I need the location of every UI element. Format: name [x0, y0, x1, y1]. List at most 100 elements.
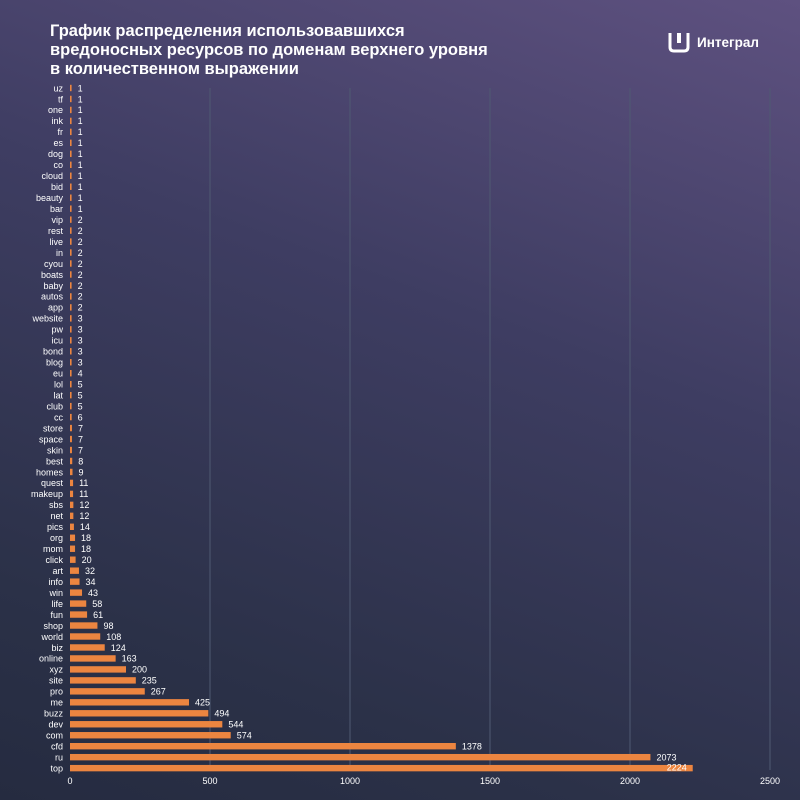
category-label: store: [43, 423, 63, 433]
bar: [70, 611, 88, 618]
bar: [70, 435, 72, 443]
category-label: uz: [53, 83, 63, 93]
data-label: 2224: [667, 763, 687, 773]
category-label: homes: [36, 467, 64, 477]
data-label: 200: [132, 665, 147, 675]
data-label: 5: [78, 390, 83, 400]
data-label: 2073: [656, 752, 676, 762]
bar: [70, 348, 72, 355]
data-label: 1: [78, 94, 83, 104]
x-tick-label: 500: [202, 776, 217, 786]
category-label: app: [48, 303, 63, 313]
bar: [70, 764, 693, 772]
data-label: 2: [78, 215, 83, 225]
data-label: 1: [78, 171, 83, 181]
chart-title-line-1: График распределения использовавшихся: [50, 22, 405, 40]
data-label: 1: [78, 138, 83, 148]
bar: [70, 468, 73, 476]
category-label: top: [50, 763, 63, 773]
bar: [70, 666, 126, 673]
data-label: 1: [78, 83, 83, 93]
data-label: 34: [86, 577, 96, 587]
data-label: 2: [78, 248, 83, 258]
data-label: 14: [80, 522, 90, 532]
bar: [70, 677, 136, 684]
bar: [70, 315, 72, 322]
category-label: com: [46, 731, 63, 741]
category-label: autos: [41, 292, 64, 302]
category-label: quest: [41, 478, 64, 488]
bar: [70, 249, 72, 256]
labels: 0 500 1000 1500 2000 2500 uz 1 tf 1 one 1 ink 1 fr 1 es 1…: [31, 83, 780, 786]
bar: [70, 633, 101, 640]
category-label: club: [46, 401, 63, 411]
data-label: 2: [78, 259, 83, 269]
category-label: cloud: [41, 171, 63, 181]
category-label: blog: [46, 358, 63, 368]
brand-name: Интеграл: [697, 34, 759, 50]
category-label: best: [46, 456, 64, 466]
data-label: 2: [78, 226, 83, 236]
category-label: co: [53, 160, 63, 170]
data-label: 3: [78, 358, 83, 368]
category-label: buzz: [44, 709, 64, 719]
bar: [70, 304, 72, 311]
category-label: mom: [43, 544, 63, 554]
bar: [70, 534, 76, 541]
bar: [70, 370, 72, 377]
category-label: dev: [48, 720, 63, 730]
bar: [70, 183, 72, 190]
bar: [70, 655, 116, 662]
data-label: 2: [78, 292, 83, 302]
data-label: 235: [142, 676, 157, 686]
category-label: bond: [43, 347, 63, 357]
bar: [70, 172, 72, 179]
data-label: 1378: [462, 742, 482, 752]
bar: [70, 743, 456, 750]
data-label: 494: [214, 709, 229, 719]
category-label: tf: [58, 94, 64, 104]
category-label: sbs: [49, 500, 64, 510]
bar: [70, 578, 80, 585]
data-label: 58: [92, 599, 102, 609]
data-label: 7: [78, 445, 83, 455]
data-label: 1: [78, 116, 83, 126]
category-label: net: [50, 511, 63, 521]
data-label: 108: [106, 632, 121, 642]
bar: [70, 644, 105, 651]
bar: [70, 271, 72, 278]
data-label: 1: [78, 105, 83, 115]
bar: [70, 721, 223, 728]
bar: [70, 545, 76, 552]
data-label: 267: [151, 687, 166, 697]
data-label: 3: [78, 347, 83, 357]
category-label: lol: [54, 379, 63, 389]
category-label: makeup: [31, 489, 63, 499]
bar: [70, 732, 231, 739]
bars: [70, 84, 693, 772]
data-label: 43: [88, 588, 98, 598]
chart-title: График распределения использовавшихся вр…: [50, 22, 570, 79]
bar: [70, 150, 72, 158]
grid-lines: [209, 88, 771, 770]
bar: [70, 600, 87, 607]
data-label: 61: [93, 610, 103, 620]
category-label: ink: [51, 116, 63, 126]
data-label: 7: [78, 423, 83, 433]
data-label: 2: [78, 303, 83, 313]
category-label: fun: [50, 610, 63, 620]
category-label: lat: [53, 390, 63, 400]
bar: [70, 413, 72, 421]
bar: [70, 293, 72, 300]
data-label: 1: [78, 182, 83, 192]
bar: [70, 523, 74, 530]
category-label: beauty: [36, 193, 64, 203]
data-label: 2: [78, 270, 83, 280]
category-label: cyou: [44, 259, 63, 269]
data-label: 7: [78, 434, 83, 444]
x-tick-label: 2500: [760, 776, 780, 786]
bar: [70, 227, 72, 234]
bar: [70, 326, 72, 333]
data-label: 5: [78, 401, 83, 411]
